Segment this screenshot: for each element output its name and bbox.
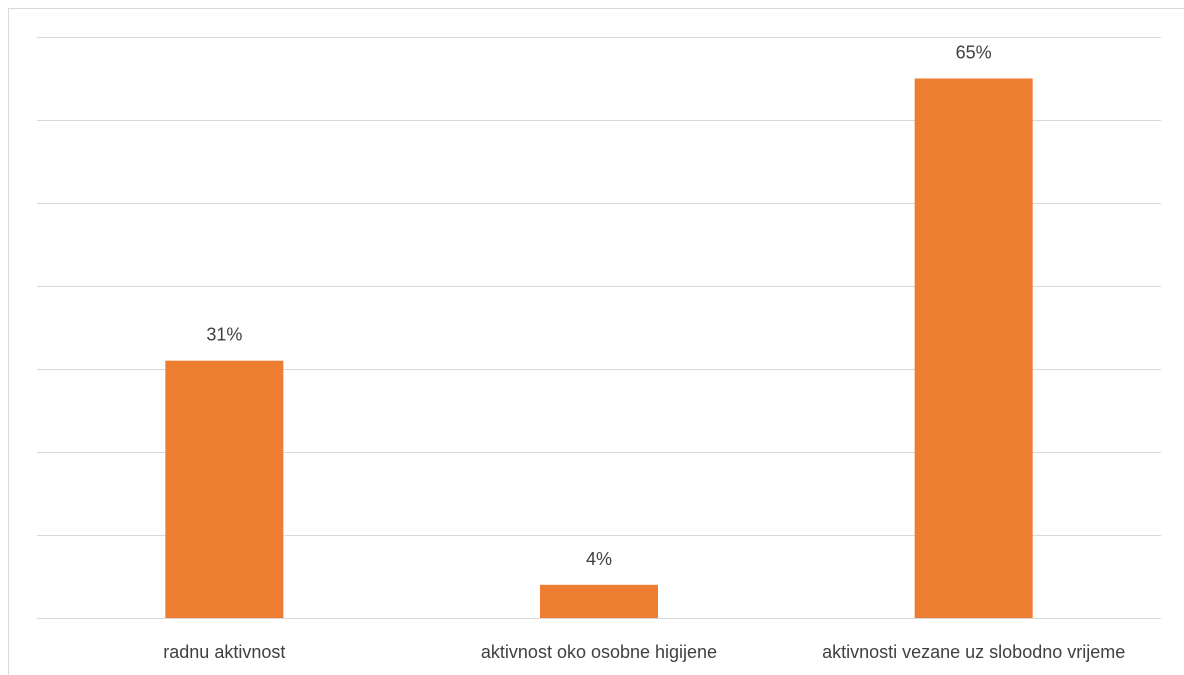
data-label: 4%	[586, 549, 612, 569]
bar-series	[165, 78, 1033, 618]
category-label: aktivnosti vezane uz slobodno vrijeme	[822, 642, 1125, 662]
category-label: radnu aktivnost	[163, 642, 285, 662]
category-labels: radnu aktivnost aktivnost oko osobne higi…	[163, 642, 1125, 662]
bar	[914, 78, 1033, 618]
category-label: aktivnost oko osobne higijene	[481, 642, 717, 662]
bar	[540, 584, 658, 618]
data-labels: 31% 4% 65%	[206, 43, 991, 569]
data-label: 31%	[206, 325, 242, 345]
data-label: 65%	[956, 43, 992, 63]
chart-frame	[8, 8, 1184, 675]
bar	[165, 360, 284, 618]
